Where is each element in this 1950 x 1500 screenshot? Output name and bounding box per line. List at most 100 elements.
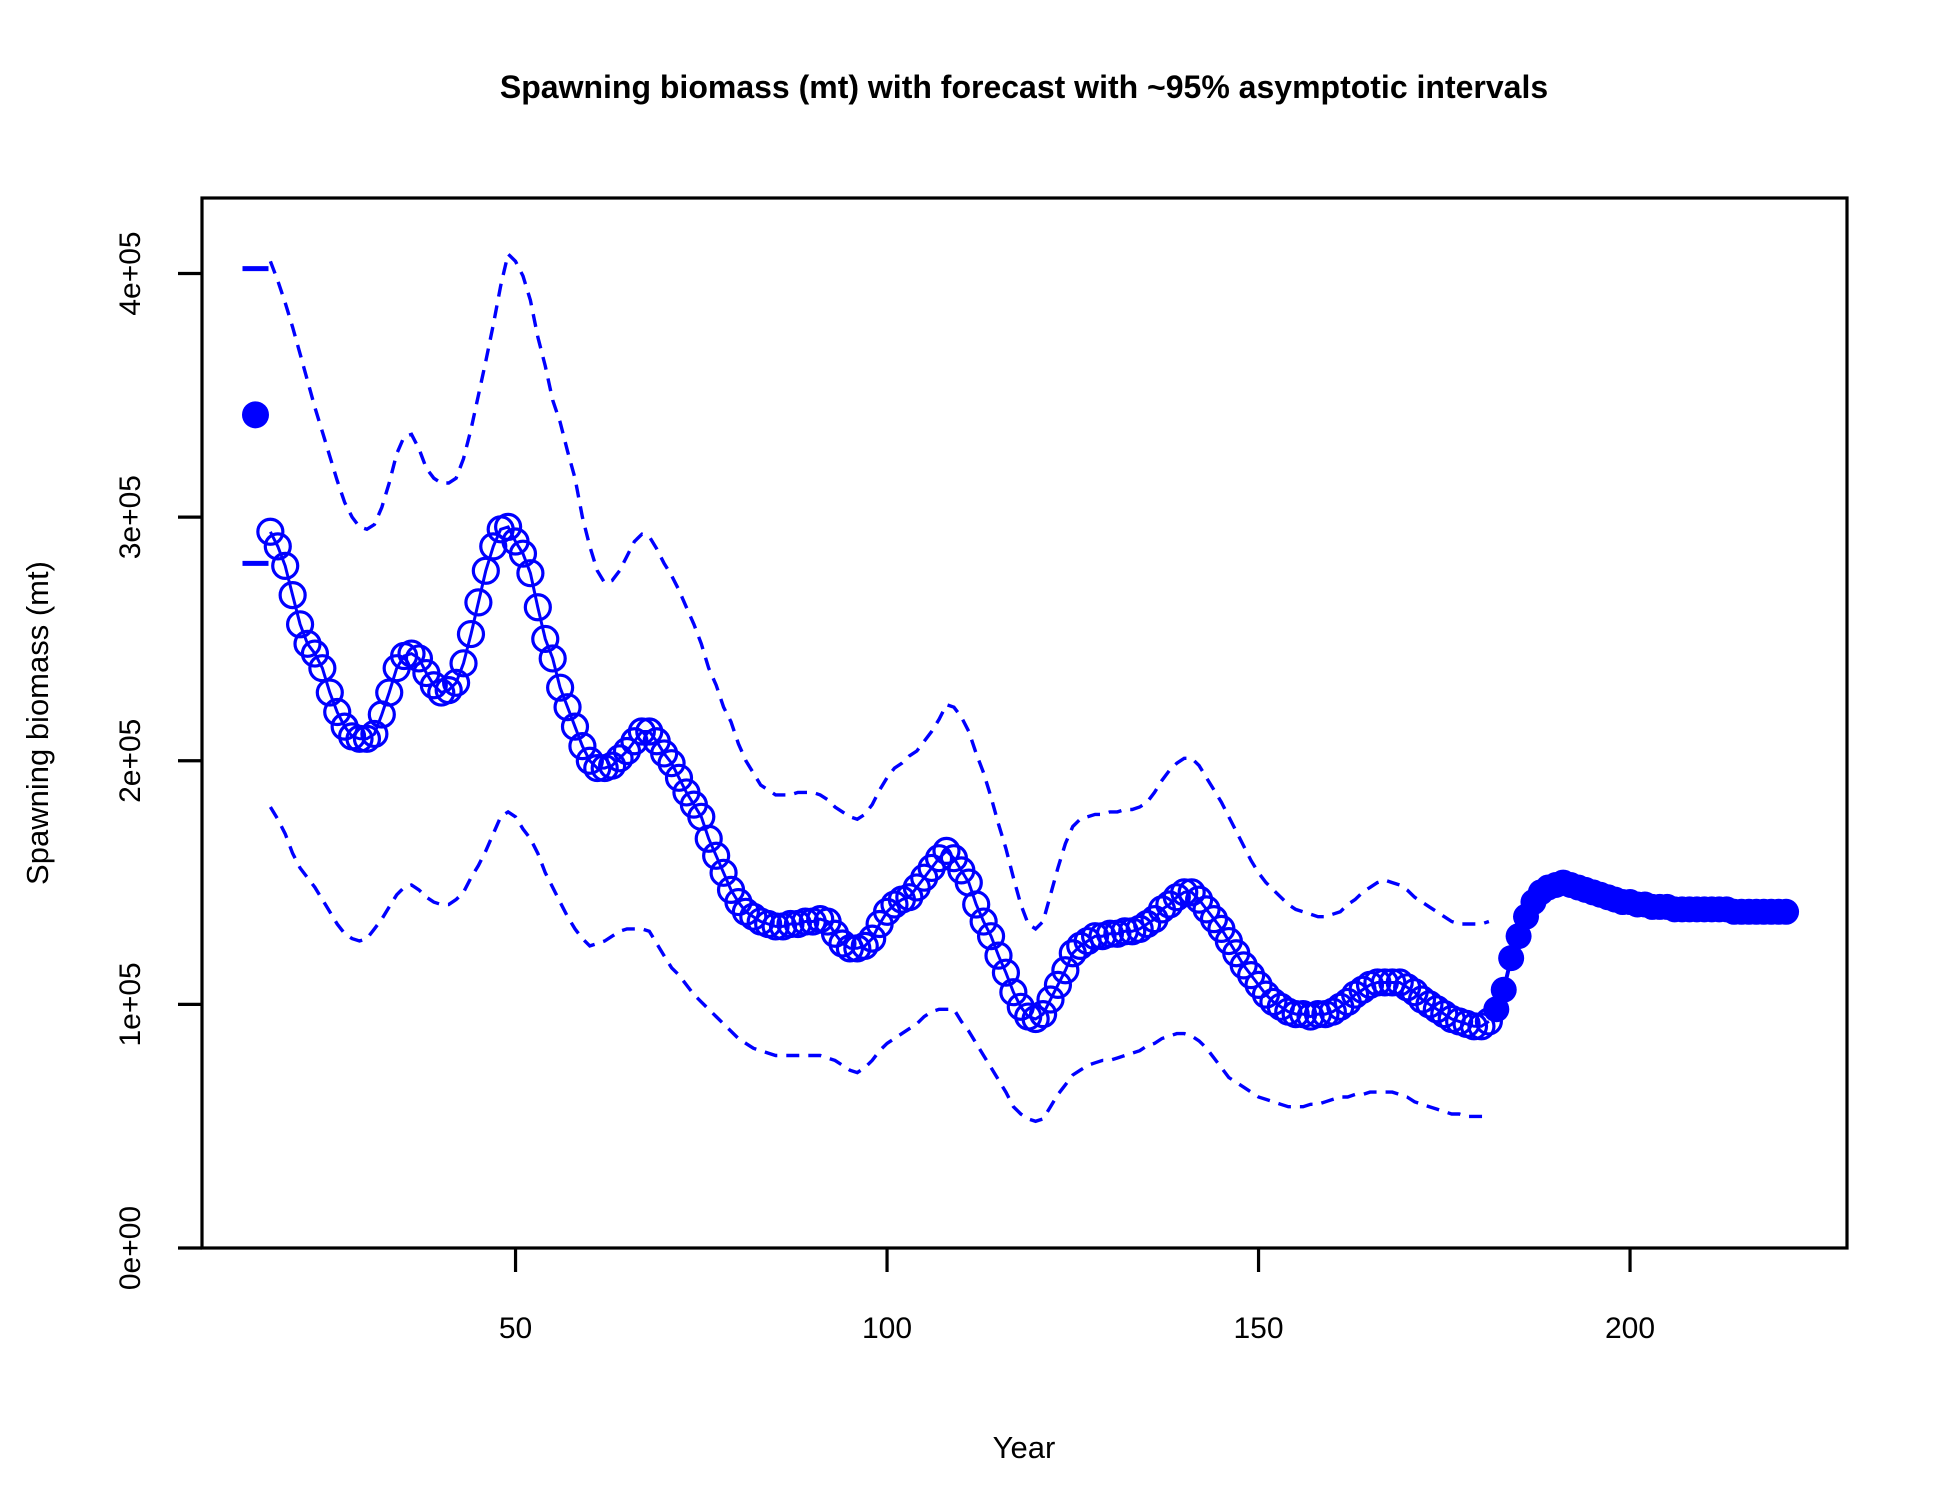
estimated-spawning-biomass-point <box>531 624 560 654</box>
estimated-spawning-biomass-point <box>858 924 887 953</box>
estimated-spawning-biomass-point <box>1043 970 1073 999</box>
y-tick-label: 4e+05 <box>114 231 147 315</box>
estimated-spawning-biomass-point <box>271 551 300 580</box>
forecast-spawning-biomass-point <box>1505 923 1532 950</box>
estimated-spawning-biomass-point <box>278 580 307 610</box>
estimated-spawning-biomass-point <box>828 929 857 958</box>
estimated-spawning-biomass-point <box>694 824 723 853</box>
forecast-spawning-biomass-point <box>1773 898 1800 925</box>
estimated-spawning-biomass-point <box>315 678 344 707</box>
estimated-spawning-biomass-point <box>657 749 686 778</box>
estimated-spawning-biomass-point <box>969 907 998 936</box>
forecast-spawning-biomass-point <box>1498 945 1525 972</box>
estimated-spawning-biomass-point <box>1318 997 1347 1026</box>
x-axis-title: Year <box>993 1430 1056 1465</box>
estimated-spawning-biomass-point <box>442 668 471 697</box>
estimated-spawning-biomass-point <box>664 763 694 792</box>
estimated-spawning-biomass-point <box>508 539 538 568</box>
upper-95-interval <box>268 250 1490 932</box>
estimated-spawning-biomass-point <box>976 922 1006 951</box>
estimated-spawning-biomass-point <box>256 517 285 546</box>
estimated-spawning-biomass-point <box>523 593 552 622</box>
chart-title: Spawning biomass (mt) with forecast with… <box>500 69 1548 105</box>
plot-frame <box>200 196 1849 1250</box>
estimated-spawning-biomass-point <box>516 559 545 588</box>
estimated-spawning-biomass-point <box>627 717 656 746</box>
estimated-spawning-biomass-point <box>568 732 597 761</box>
y-tick-label: 0e+00 <box>114 1206 147 1290</box>
estimated-spawning-biomass-point <box>285 610 315 639</box>
estimated-spawning-biomass-point <box>1080 922 1110 951</box>
estimated-spawning-biomass-point <box>709 858 738 887</box>
y-tick-label: 1e+05 <box>114 962 147 1046</box>
estimated-spawning-biomass-point <box>1363 968 1392 997</box>
estimated-spawning-biomass-point <box>1162 883 1191 912</box>
x-tick-label: 50 <box>499 1312 532 1345</box>
x-tick-label: 200 <box>1605 1312 1655 1345</box>
data-series-layer <box>241 250 1800 1124</box>
estimated-spawning-biomass-point <box>1170 878 1199 907</box>
estimated-spawning-biomass-point <box>345 724 374 753</box>
estimated-spawning-biomass-point <box>924 844 954 873</box>
estimated-spawning-biomass-point <box>598 751 627 780</box>
estimated-spawning-biomass-point <box>1132 909 1162 939</box>
estimated-spawning-biomass-point <box>1341 980 1370 1009</box>
estimated-spawning-biomass-point <box>1415 990 1444 1019</box>
estimated-spawning-biomass-point <box>1036 985 1065 1014</box>
estimated-spawning-biomass-point <box>999 978 1028 1007</box>
estimated-spawning-biomass-point <box>464 588 493 617</box>
estimated-spawning-biomass-point <box>449 649 478 678</box>
estimated-spawning-biomass-point <box>1021 1004 1050 1034</box>
virgin-biomass-point <box>241 401 269 429</box>
estimated-spawning-biomass-point <box>1422 995 1451 1024</box>
estimated-spawning-biomass-point <box>1385 968 1414 997</box>
x-tick-label: 150 <box>1234 1312 1284 1345</box>
estimated-spawning-biomass-point <box>352 724 382 753</box>
estimated-spawning-biomass-point <box>1177 878 1206 907</box>
estimated-spawning-biomass-point <box>991 958 1021 987</box>
estimated-spawning-biomass-point <box>605 744 634 773</box>
forecast-spawning-biomass-point <box>1490 976 1517 1003</box>
estimated-spawning-biomass-point <box>850 931 879 961</box>
forecast-spawning-biomass-point <box>1483 996 1510 1023</box>
estimated-spawning-biomass-point <box>434 676 463 705</box>
estimated-spawning-biomass-point <box>263 532 292 561</box>
estimated-spawning-biomass-point <box>360 719 389 749</box>
estimated-spawning-biomass-point <box>323 697 352 727</box>
estimated-spawning-biomass-point <box>731 897 760 926</box>
estimated-spawning-biomass-point <box>404 644 434 673</box>
estimated-spawning-biomass-point <box>791 907 820 936</box>
estimated-spawning-biomass-point <box>1459 1012 1489 1041</box>
y-tick-label: 3e+05 <box>114 475 147 559</box>
estimated-spawning-biomass-point <box>984 941 1013 970</box>
lower-95-interval <box>268 806 1489 1124</box>
estimated-spawning-biomass-point <box>538 644 567 673</box>
estimated-spawning-biomass-point <box>397 639 426 668</box>
estimated-spawning-biomass-point <box>553 693 582 722</box>
estimated-spawning-biomass-point <box>419 671 448 700</box>
estimated-spawning-biomass-point <box>546 673 575 702</box>
estimated-spawning-biomass-point <box>1467 1012 1496 1041</box>
estimated-spawning-biomass-point <box>456 619 486 649</box>
x-tick-label: 100 <box>862 1312 912 1345</box>
estimated-spawning-biomass-point <box>932 836 961 866</box>
estimated-spawning-biomass-point <box>1028 1000 1058 1029</box>
estimated-spawning-biomass-point <box>1281 1000 1310 1029</box>
estimated-spawning-biomass-point <box>1125 914 1154 943</box>
estimated-spawning-biomass <box>269 525 1490 1028</box>
estimated-spawning-biomass-point <box>761 912 790 941</box>
y-axis-title: Spawning biomass (mt) <box>20 561 55 885</box>
estimated-spawning-biomass-point <box>1051 956 1080 985</box>
estimated-spawning-biomass-point <box>1259 987 1288 1017</box>
estimated-spawning-biomass-point <box>880 890 909 919</box>
estimated-spawning-biomass-point <box>300 639 330 668</box>
estimated-spawning-biomass-point <box>1095 919 1125 948</box>
estimated-spawning-biomass-point <box>560 712 590 741</box>
axes-layer: 50 100 150 200 0e+00 1e+05 2e+05 3e+05 4e+05 <box>114 231 1655 1345</box>
estimated-spawning-biomass-point <box>702 841 731 870</box>
estimated-spawning-biomass-point <box>962 890 991 919</box>
estimated-spawning-biomass-point <box>494 512 523 541</box>
y-tick-label: 2e+05 <box>114 719 147 803</box>
